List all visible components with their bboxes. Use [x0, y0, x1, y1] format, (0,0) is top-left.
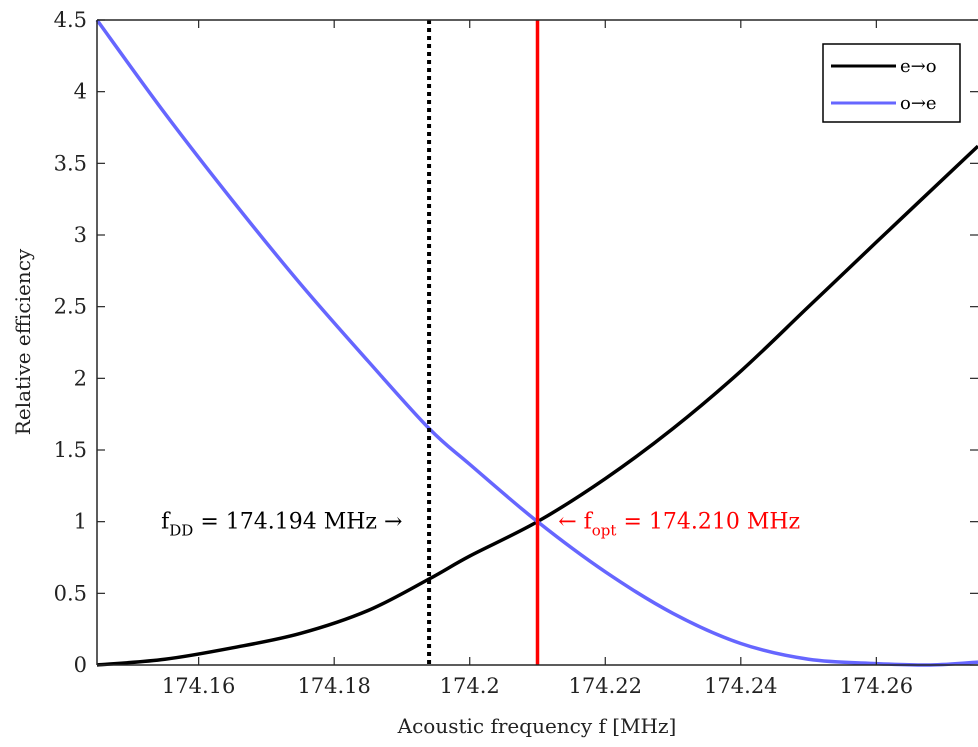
x-axis-title: Acoustic frequency f [MHz] [397, 714, 677, 738]
x-tick-label: 174.24 [704, 674, 777, 698]
y-tick-label: 2.5 [54, 295, 87, 319]
legend-label-eo: e→o [900, 56, 937, 77]
y-tick-label: 4 [74, 80, 87, 104]
y-tick-label: 3.5 [54, 151, 87, 175]
y-tick-label: 1 [74, 510, 87, 534]
legend-label-oe: o→e [900, 93, 937, 114]
y-axis-title: Relative efficiency [11, 248, 35, 435]
y-tick-label: 0.5 [54, 581, 87, 605]
series-line-0 [96, 144, 978, 667]
annotation-fopt: ← fopt = 174.210 MHz [558, 510, 800, 540]
x-tick-label: 174.2 [440, 674, 500, 698]
legend-box [822, 43, 961, 123]
y-tick-label: 1.5 [54, 438, 87, 462]
y-tick-label: 4.5 [54, 8, 87, 32]
x-tick-label: 174.16 [162, 674, 235, 698]
y-tick-label: 3 [74, 223, 87, 247]
y-tick-label: 0 [74, 653, 87, 677]
legend: e→o o→e [822, 43, 961, 123]
x-tick-label: 174.26 [840, 674, 913, 698]
series-line-1 [95, 18, 978, 667]
y-tick-label: 2 [74, 366, 87, 390]
x-tick-label: 174.18 [297, 674, 370, 698]
annotation-fdd: fDD = 174.194 MHz → [161, 510, 402, 540]
x-tick-label: 174.22 [569, 674, 642, 698]
